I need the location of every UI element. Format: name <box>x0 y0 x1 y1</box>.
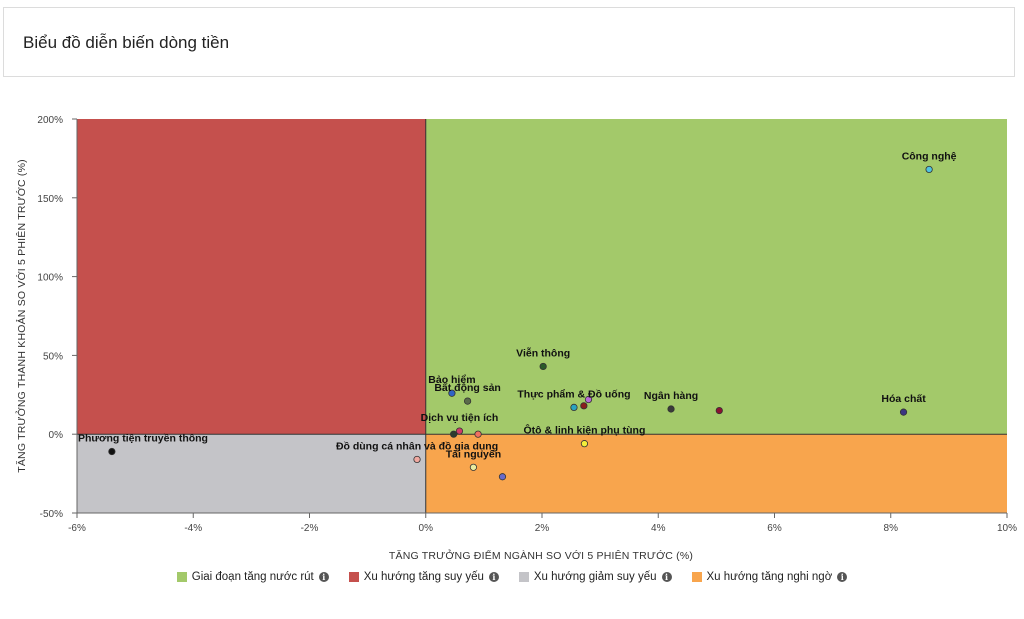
quadrant-1 <box>77 119 426 435</box>
x-tick-label: 6% <box>767 523 782 534</box>
legend-swatch <box>348 572 359 582</box>
data-point <box>498 473 507 481</box>
legend-item-1[interactable]: Xu hướng tăng suy yếu i <box>348 571 499 583</box>
y-tick-label: -50% <box>40 509 63 520</box>
x-tick-label: 8% <box>884 523 899 534</box>
x-tick-label: 0% <box>419 523 434 534</box>
quadrant-0 <box>425 119 1007 435</box>
data-point <box>455 427 464 435</box>
x-axis-title: TĂNG TRƯỞNG ĐIỂM NGÀNH SO VỚI 5 PHIÊN TR… <box>389 549 693 562</box>
y-axis-title: TĂNG TRƯỞNG THANH KHOẢN SO VỚI 5 PHIÊN T… <box>15 159 28 473</box>
data-point <box>580 440 589 448</box>
legend-label: Xu hướng tăng suy yếu <box>363 571 484 583</box>
info-icon[interactable]: i <box>488 572 499 582</box>
point-label: Ôtô & linh kiện phụ tùng <box>523 424 645 437</box>
data-point <box>463 397 472 405</box>
data-point <box>474 430 482 438</box>
quadrant-2 <box>77 434 426 513</box>
legend-item-3[interactable]: Xu hướng tăng nghi ngờ i <box>691 571 848 583</box>
legend-label: Xu hướng tăng nghi ngờ <box>706 571 833 583</box>
x-tick-label: 4% <box>651 523 666 534</box>
point-layer <box>108 165 933 481</box>
data-point <box>667 405 675 413</box>
y-tick-label: 0% <box>49 430 64 441</box>
x-tick-label: -2% <box>301 523 319 534</box>
x-tick-label: 2% <box>535 523 550 534</box>
data-point <box>539 362 547 371</box>
data-point <box>899 408 908 416</box>
point-label: Viễn thông <box>516 346 570 359</box>
quadrant-3 <box>425 434 1007 513</box>
y-tick-label: 200% <box>37 115 63 126</box>
chart-header-card: Biểu đồ diễn biến dòng tiền <box>3 7 1015 77</box>
point-label: Đồ dùng cá nhân và đồ gia dụng <box>336 440 498 452</box>
page-title: Biểu đồ diễn biến dòng tiền <box>23 33 230 52</box>
point-label: Dịch vụ tiện ích <box>421 412 499 424</box>
legend-swatch <box>691 572 702 582</box>
legend-item-0[interactable]: Giai đoạn tăng nước rút i <box>176 571 329 583</box>
data-point <box>469 463 478 471</box>
data-point <box>925 165 933 174</box>
data-point <box>450 430 458 438</box>
data-point <box>570 403 578 412</box>
y-tick-label: 150% <box>37 194 63 205</box>
data-point <box>584 395 593 404</box>
legend-swatch <box>518 572 529 582</box>
point-label: Bảo hiểm <box>428 374 475 386</box>
point-label: Ngân hàng <box>644 390 698 402</box>
data-point <box>715 406 723 415</box>
point-label: Phương tiện truyền thông <box>78 433 208 445</box>
info-icon[interactable]: i <box>661 572 672 582</box>
cash-flow-scatter-chart: -6% -4% -2% 0% 2% 4% 6% 8% 10% -50% 0% 50% 100% 150% 2… <box>15 115 1017 562</box>
quadrant-layer <box>77 119 1007 513</box>
legend-swatch <box>176 572 187 582</box>
point-label: Hóa chất <box>881 393 926 405</box>
point-label: Công nghệ <box>902 150 957 162</box>
x-tick-label: 10% <box>997 523 1017 534</box>
legend-label: Giai đoạn tăng nước rút <box>191 571 314 583</box>
axis-layer: -6% -4% -2% 0% 2% 4% 6% 8% 10% -50% 0% 50% 100% 150% 2… <box>37 115 1017 534</box>
y-tick-label: 50% <box>43 351 63 362</box>
data-point <box>108 447 116 456</box>
y-tick-label: 100% <box>37 273 63 284</box>
x-tick-label: -6% <box>68 523 86 534</box>
point-label: Bất động sản <box>434 382 501 394</box>
data-point <box>448 389 456 397</box>
legend-item-2[interactable]: Xu hướng giảm suy yếu i <box>518 571 672 583</box>
legend-label: Xu hướng giảm suy yếu <box>533 571 657 583</box>
chart-legend: Giai đoạn tăng nước rút i Xu hướng tăng su… <box>0 571 1024 583</box>
point-label: Tài nguyên <box>446 448 501 460</box>
info-icon[interactable]: i <box>318 572 329 582</box>
x-tick-label: -4% <box>184 523 202 534</box>
point-label: Thực phẩm & Đồ uống <box>517 388 630 400</box>
data-point <box>580 402 588 410</box>
info-icon[interactable]: i <box>837 572 848 582</box>
data-point <box>413 455 421 464</box>
